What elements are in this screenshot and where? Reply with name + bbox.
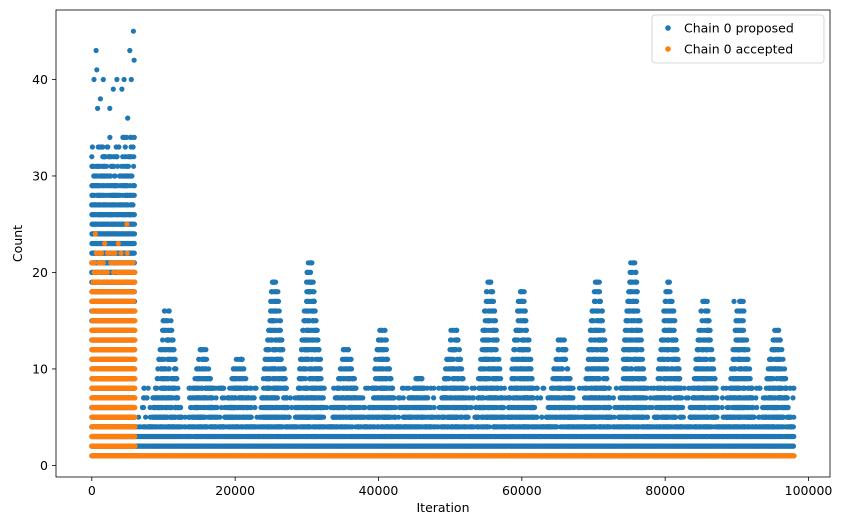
point-proposed — [105, 144, 111, 150]
point-proposed — [161, 385, 168, 391]
point-proposed — [131, 240, 137, 247]
point-proposed — [131, 183, 137, 189]
point-proposed — [111, 163, 117, 169]
point-proposed — [130, 144, 136, 150]
point-proposed — [116, 144, 122, 150]
point-proposed — [790, 443, 797, 449]
point-proposed — [107, 173, 114, 179]
point-proposed — [130, 202, 136, 208]
point-proposed — [131, 212, 137, 218]
point-proposed — [131, 134, 137, 140]
point-proposed — [131, 231, 138, 237]
point-proposed — [89, 154, 95, 160]
point-proposed — [107, 134, 113, 140]
point-proposed — [112, 173, 118, 179]
point-proposed — [114, 154, 120, 160]
point-proposed — [129, 173, 135, 179]
point-proposed — [131, 192, 137, 198]
point-proposed — [175, 395, 181, 401]
point-proposed — [155, 376, 161, 382]
point-proposed — [158, 366, 164, 372]
point-proposed — [104, 163, 110, 169]
point-proposed — [131, 221, 138, 227]
point-proposed — [125, 163, 132, 169]
point-proposed — [124, 134, 130, 140]
point-proposed — [122, 144, 128, 150]
point-proposed — [131, 154, 137, 160]
point-proposed — [89, 144, 95, 150]
point-proposed — [131, 163, 137, 169]
point-proposed — [173, 366, 179, 372]
point-proposed — [131, 250, 137, 256]
point-proposed — [791, 433, 797, 440]
point-proposed — [160, 376, 166, 382]
point-proposed — [173, 376, 179, 382]
point-proposed — [165, 376, 171, 382]
marks-layer — [89, 28, 797, 459]
point-proposed — [100, 144, 106, 150]
point-proposed — [115, 163, 121, 169]
